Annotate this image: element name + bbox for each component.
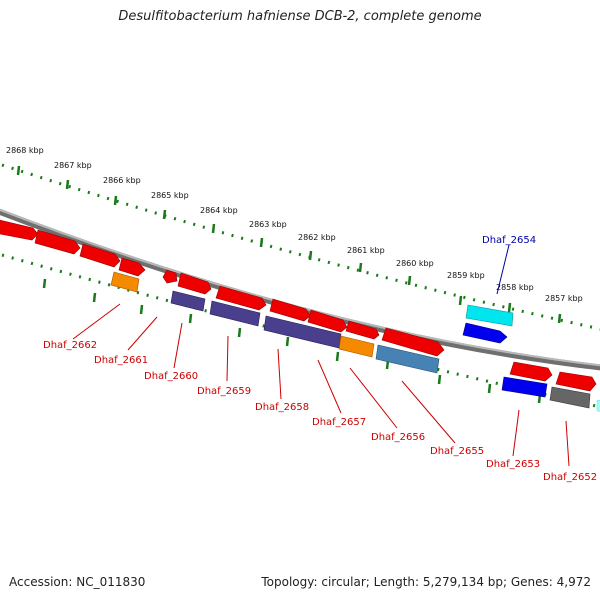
gene-label: Dhaf_2661 [94,355,148,366]
gene-label: Dhaf_2659 [197,386,251,397]
gene-label: Dhaf_2662 [43,340,97,351]
gene-label: Dhaf_2657 [312,417,366,428]
scale-label: 2865 kbp [151,191,189,200]
gene-label: Dhaf_2655 [430,446,484,457]
gene-feature[interactable] [462,322,508,344]
genome-summary-text: Topology: circular; Length: 5,279,134 bp… [261,575,591,589]
accession-text: Accession: NC_011830 [9,575,146,589]
gene-feature[interactable] [549,386,591,409]
scale-label: 2859 kbp [447,271,485,280]
gene-feature[interactable] [509,361,553,382]
gene-feature[interactable] [269,298,311,322]
gene-feature[interactable] [0,219,39,241]
scale-label: 2864 kbp [200,206,238,215]
scale-label: 2868 kbp [6,146,44,155]
map-title: Desulfitobacterium hafniense DCB-2, comp… [118,9,482,24]
gene-feature[interactable] [79,243,121,268]
scale-label: 2857 kbp [545,294,583,303]
gene-label: Dhaf_2658 [255,402,309,413]
gene-label: Dhaf_2656 [371,432,425,443]
gene-feature[interactable] [177,272,212,295]
gene-labels: Dhaf_2662 Dhaf_2661 Dhaf_2660 Dhaf_2659 … [43,235,597,483]
gene-label: Dhaf_2660 [144,371,198,382]
gene-feature[interactable] [209,300,261,327]
gene-feature[interactable] [501,376,548,398]
scale-labels: 2868 kbp 2867 kbp 2866 kbp 2865 kbp 2864… [6,146,583,303]
scale-label: 2858 kbp [496,283,534,292]
inner-scale-major-ticks [42,278,542,404]
genome-backbone-highlight [0,208,600,367]
gene-feature[interactable] [345,320,380,340]
genome-backbone [0,208,600,371]
gene-feature[interactable] [162,269,178,284]
gene-feature[interactable] [118,257,146,277]
scale-label: 2860 kbp [396,259,434,268]
gene-feature[interactable] [34,229,81,255]
gene-feature[interactable] [465,304,514,327]
scale-label: 2867 kbp [54,161,92,170]
gene-feature[interactable] [555,371,597,392]
gene-feature[interactable] [338,335,375,358]
reverse-strand-features [110,271,600,412]
forward-strand-features [0,219,597,392]
gene-feature[interactable] [307,309,348,333]
gene-feature[interactable] [375,344,440,374]
gene-label: Dhaf_2653 [486,459,540,470]
scale-label: 2866 kbp [103,176,141,185]
gene-label: Dhaf_2654 [482,235,536,246]
gene-feature[interactable] [110,271,140,293]
gene-feature[interactable] [170,290,206,312]
gene-feature[interactable] [215,285,267,311]
outer-scale-major-ticks [16,165,562,324]
gene-feature[interactable] [596,399,600,412]
gene-feature[interactable] [381,327,445,357]
scale-label: 2862 kbp [298,233,336,242]
scale-label: 2863 kbp [249,220,287,229]
gene-callout-lines [72,244,570,467]
gene-label: Dhaf_2652 [543,472,597,483]
scale-label: 2861 kbp [347,246,385,255]
